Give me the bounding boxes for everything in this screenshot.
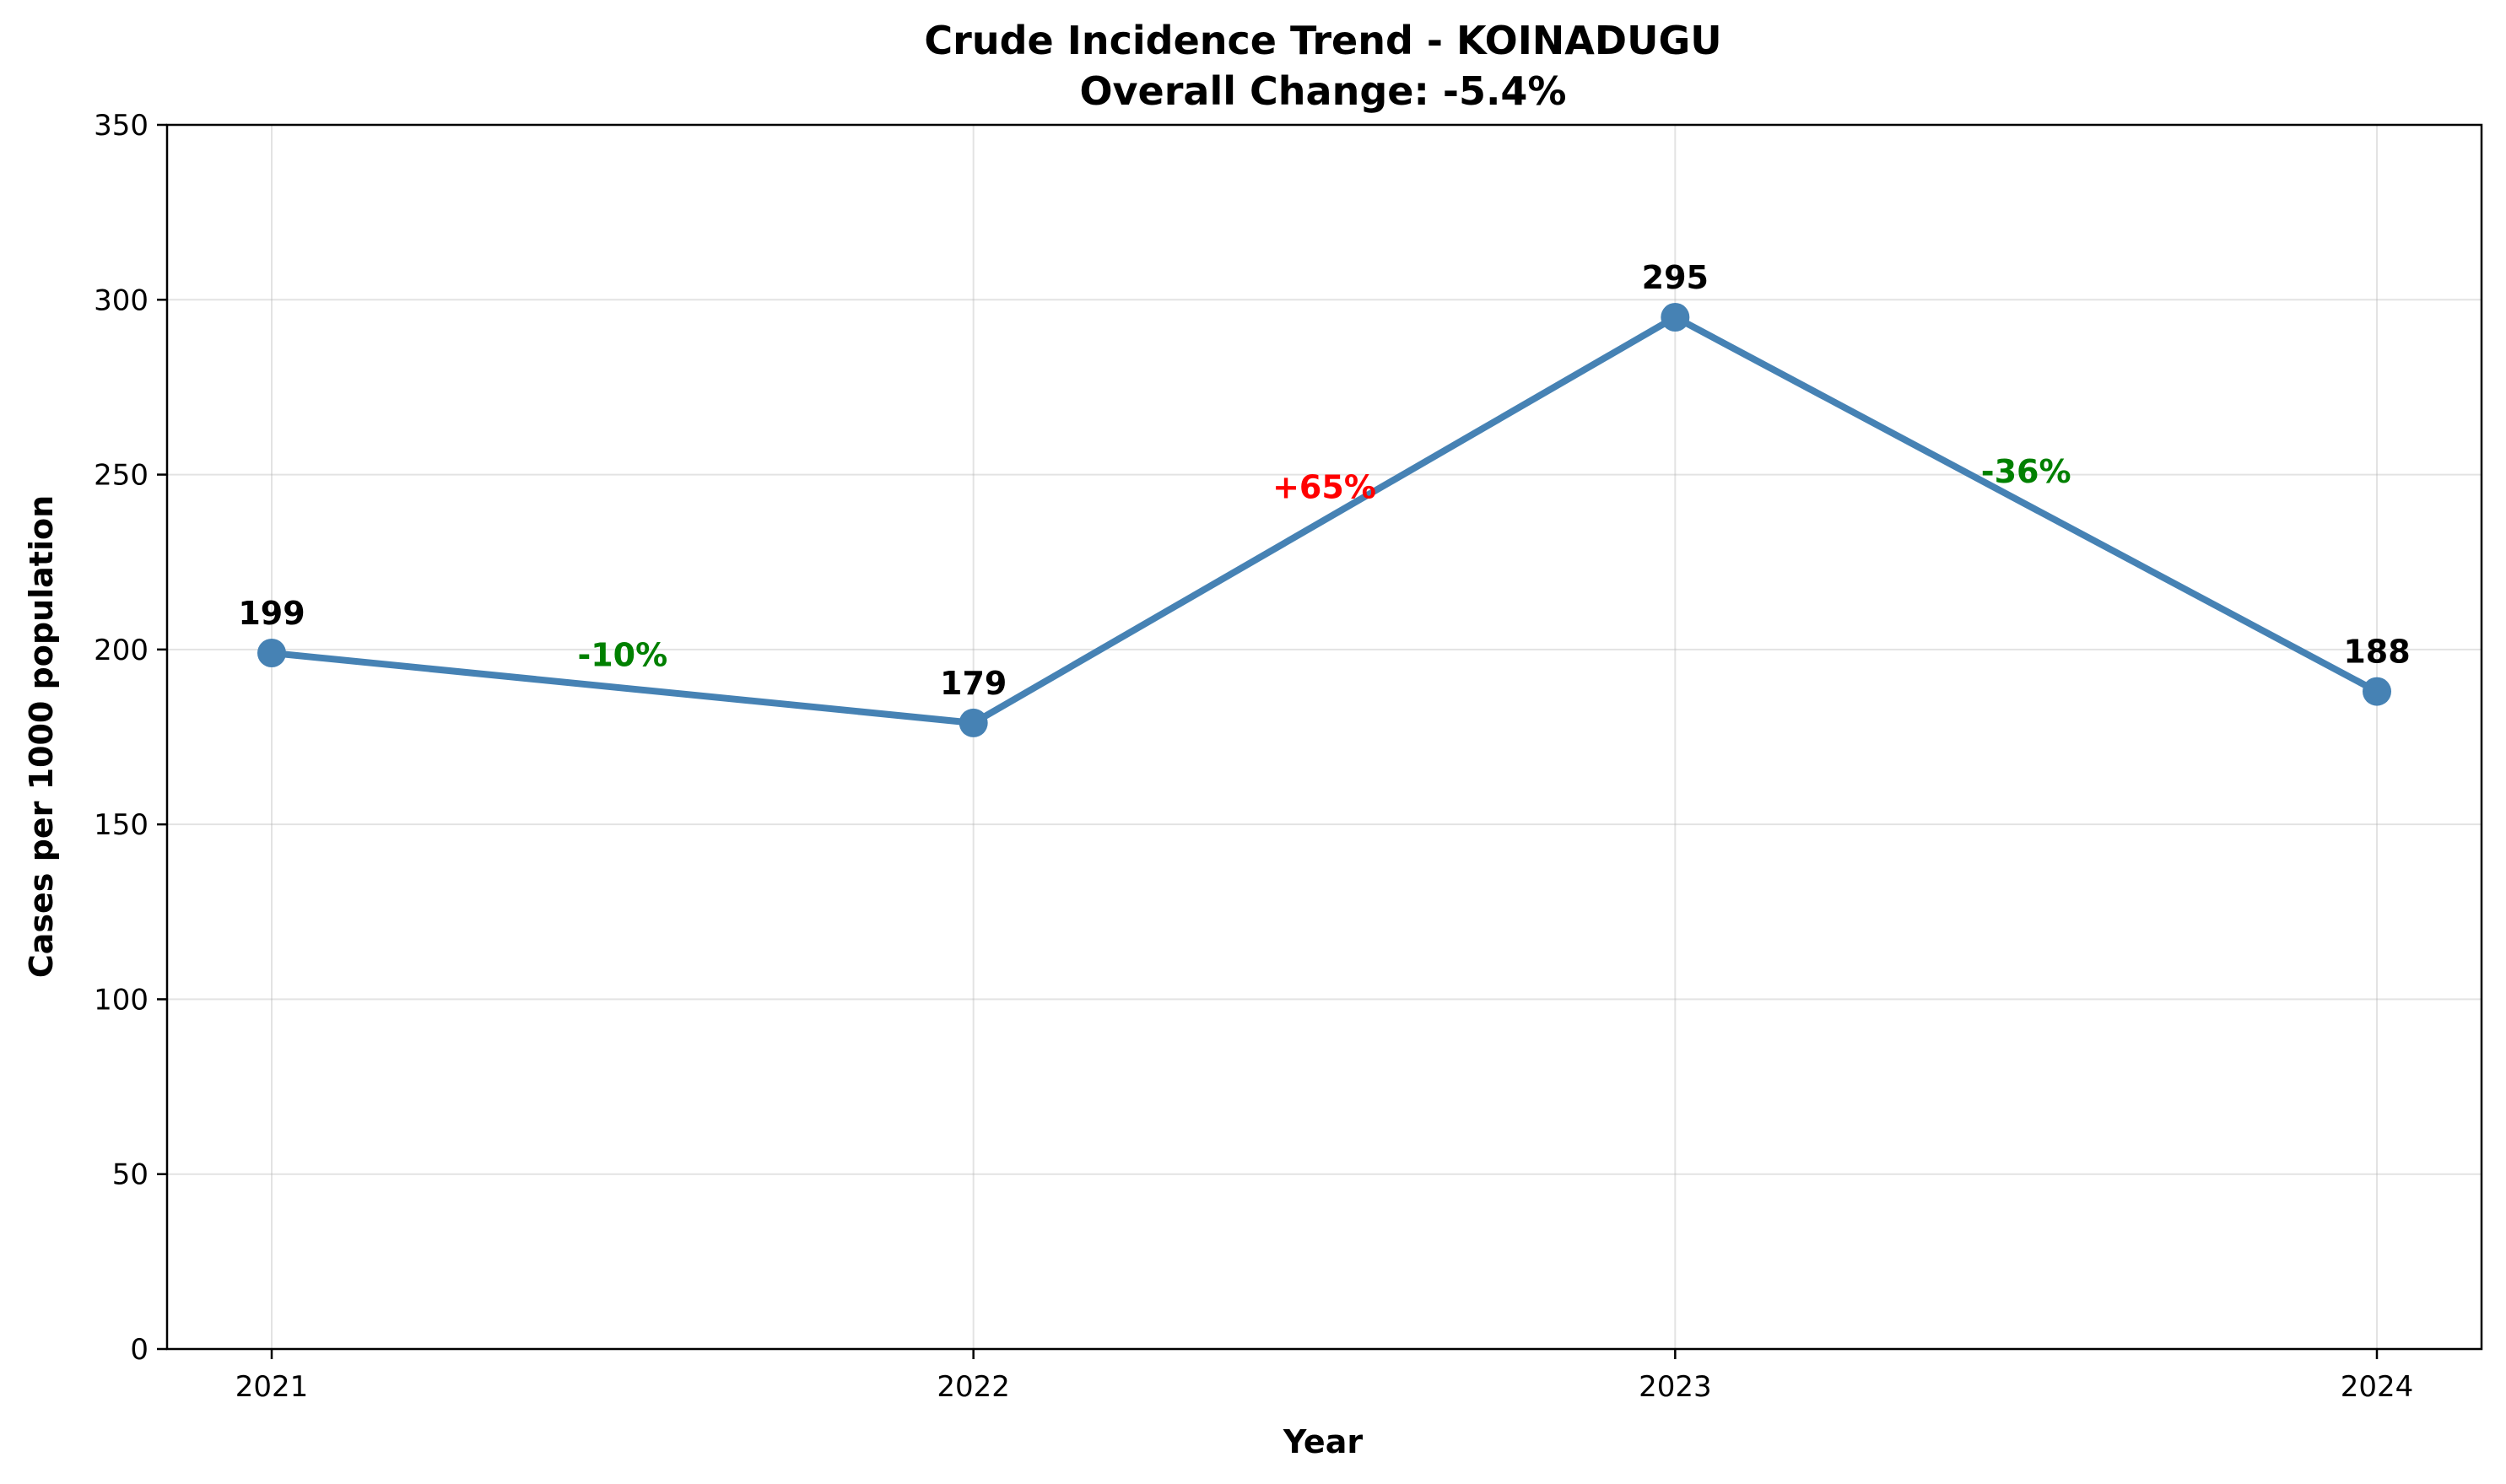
change-labels: -10% +65% -36% xyxy=(577,453,2071,674)
data-point xyxy=(1661,303,1690,332)
grid-lines xyxy=(167,124,2482,1350)
x-axis-ticks: 2021 2022 2023 2024 xyxy=(235,1349,2414,1404)
data-points xyxy=(257,303,2391,737)
x-tick-label: 2024 xyxy=(2341,1370,2414,1404)
y-tick-label: 50 xyxy=(112,1158,149,1192)
x-tick-label: 2021 xyxy=(235,1370,309,1404)
data-label: 179 xyxy=(940,665,1007,702)
x-tick-label: 2022 xyxy=(937,1370,1010,1404)
data-label: 295 xyxy=(1642,259,1709,296)
y-axis-label: Cases per 1000 population xyxy=(23,495,60,978)
y-tick-label: 100 xyxy=(94,983,149,1017)
change-label: +65% xyxy=(1272,468,1376,505)
chart-title: Crude Incidence Trend - KOINADUGU xyxy=(924,18,1721,63)
data-label: 199 xyxy=(238,595,305,632)
x-axis-label: Year xyxy=(1283,1423,1363,1460)
x-tick-label: 2023 xyxy=(1639,1370,1712,1404)
y-tick-label: 300 xyxy=(94,283,149,317)
y-tick-label: 350 xyxy=(94,109,149,143)
change-label: -10% xyxy=(577,636,667,673)
plot-frame xyxy=(165,123,2483,1351)
y-tick-label: 250 xyxy=(94,459,149,493)
series-line xyxy=(268,314,2380,726)
data-point xyxy=(257,639,286,668)
data-labels: 199 179 295 188 xyxy=(238,259,2410,702)
change-label: -36% xyxy=(1981,453,2071,490)
y-tick-label: 200 xyxy=(94,634,149,667)
data-point xyxy=(959,708,988,737)
y-tick-label: 150 xyxy=(94,808,149,842)
data-label: 188 xyxy=(2343,634,2410,671)
y-axis-ticks: 0 50 100 150 200 250 300 350 xyxy=(94,109,167,1367)
y-tick-label: 0 xyxy=(130,1333,149,1367)
chart-subtitle: Overall Change: -5.4% xyxy=(1079,68,1566,114)
data-point xyxy=(2363,677,2391,706)
series-path xyxy=(268,314,2380,726)
